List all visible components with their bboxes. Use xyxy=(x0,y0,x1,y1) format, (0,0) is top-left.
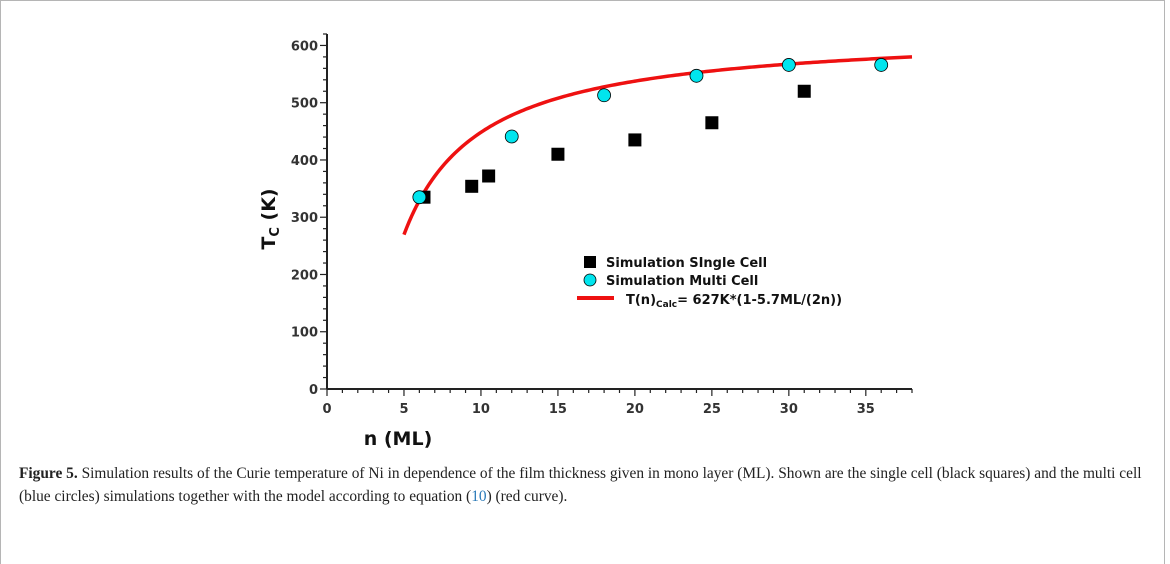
legend-label-multi-cell: Simulation Multi Cell xyxy=(606,274,758,289)
caption-text-after: ) (red curve). xyxy=(486,488,568,505)
legend: Simulation SIngle Cell Simulation Multi … xyxy=(577,256,842,310)
multi-cell-point xyxy=(874,58,889,72)
model-curve-layer xyxy=(402,55,913,236)
x-tick-label: 35 xyxy=(857,402,875,417)
legend-label-model-curve: T(n)Calc= 627K*(1-5.7ML/(2n)) xyxy=(626,293,842,310)
multi-cell-point xyxy=(504,129,519,144)
legend-marker-multi-cell xyxy=(583,273,597,287)
y-tick-label: 0 xyxy=(309,383,318,398)
x-tick-label: 5 xyxy=(399,402,408,417)
legend-marker-single-cell xyxy=(584,256,596,268)
x-tick-label: 25 xyxy=(703,402,721,417)
legend-curve-sub: Calc xyxy=(656,300,677,310)
data-points xyxy=(412,58,889,205)
x-tick-label: 0 xyxy=(322,402,331,417)
y-axis-label-main: T xyxy=(258,237,280,250)
y-axis-label: TC (K) xyxy=(258,188,283,249)
x-tick-label: 20 xyxy=(626,402,644,417)
y-axis-label-sub: C xyxy=(268,227,283,237)
x-axis-label: n (ML) xyxy=(364,428,433,450)
multi-cell-point xyxy=(597,88,612,103)
single-cell-point xyxy=(482,169,496,183)
single-cell-point xyxy=(465,179,479,193)
multi-cell-point xyxy=(689,68,704,83)
legend-label-single-cell: Simulation SIngle Cell xyxy=(606,256,767,271)
single-cell-point xyxy=(705,116,719,130)
single-cell-point xyxy=(797,84,811,98)
y-tick-label: 400 xyxy=(291,154,318,169)
single-cell-point xyxy=(551,147,565,161)
y-tick-label: 300 xyxy=(291,211,318,226)
x-tick-label: 10 xyxy=(472,402,490,417)
x-tick-label: 15 xyxy=(549,402,567,417)
multi-cell-point xyxy=(412,190,427,205)
legend-curve-rest: = 627K*(1-5.7ML/(2n)) xyxy=(677,293,842,308)
chart: 0 5 10 15 20 25 30 35 0 100 200 300 400 500 600 n (ML… xyxy=(258,33,913,450)
x-axis-ticks: 0 5 10 15 20 25 30 35 xyxy=(322,389,913,417)
caption-text-before: Simulation results of the Curie temperat… xyxy=(19,465,1142,505)
model-curve xyxy=(402,55,913,236)
y-tick-label: 500 xyxy=(291,97,318,112)
y-tick-label: 600 xyxy=(291,39,318,54)
y-tick-label: 200 xyxy=(291,268,318,283)
y-tick-label: 100 xyxy=(291,326,318,341)
multi-cell-point xyxy=(781,58,796,72)
y-axis-ticks: 0 100 200 300 400 500 600 xyxy=(291,33,327,398)
y-axis-label-unit: (K) xyxy=(258,188,280,227)
single-cell-point xyxy=(628,133,642,147)
caption-equation-link[interactable]: 10 xyxy=(471,488,487,505)
legend-curve-main: T(n) xyxy=(626,293,656,308)
x-tick-label: 30 xyxy=(780,402,798,417)
figure-caption: Figure 5. Simulation results of the Curi… xyxy=(19,462,1154,508)
caption-label: Figure 5. xyxy=(19,465,78,482)
